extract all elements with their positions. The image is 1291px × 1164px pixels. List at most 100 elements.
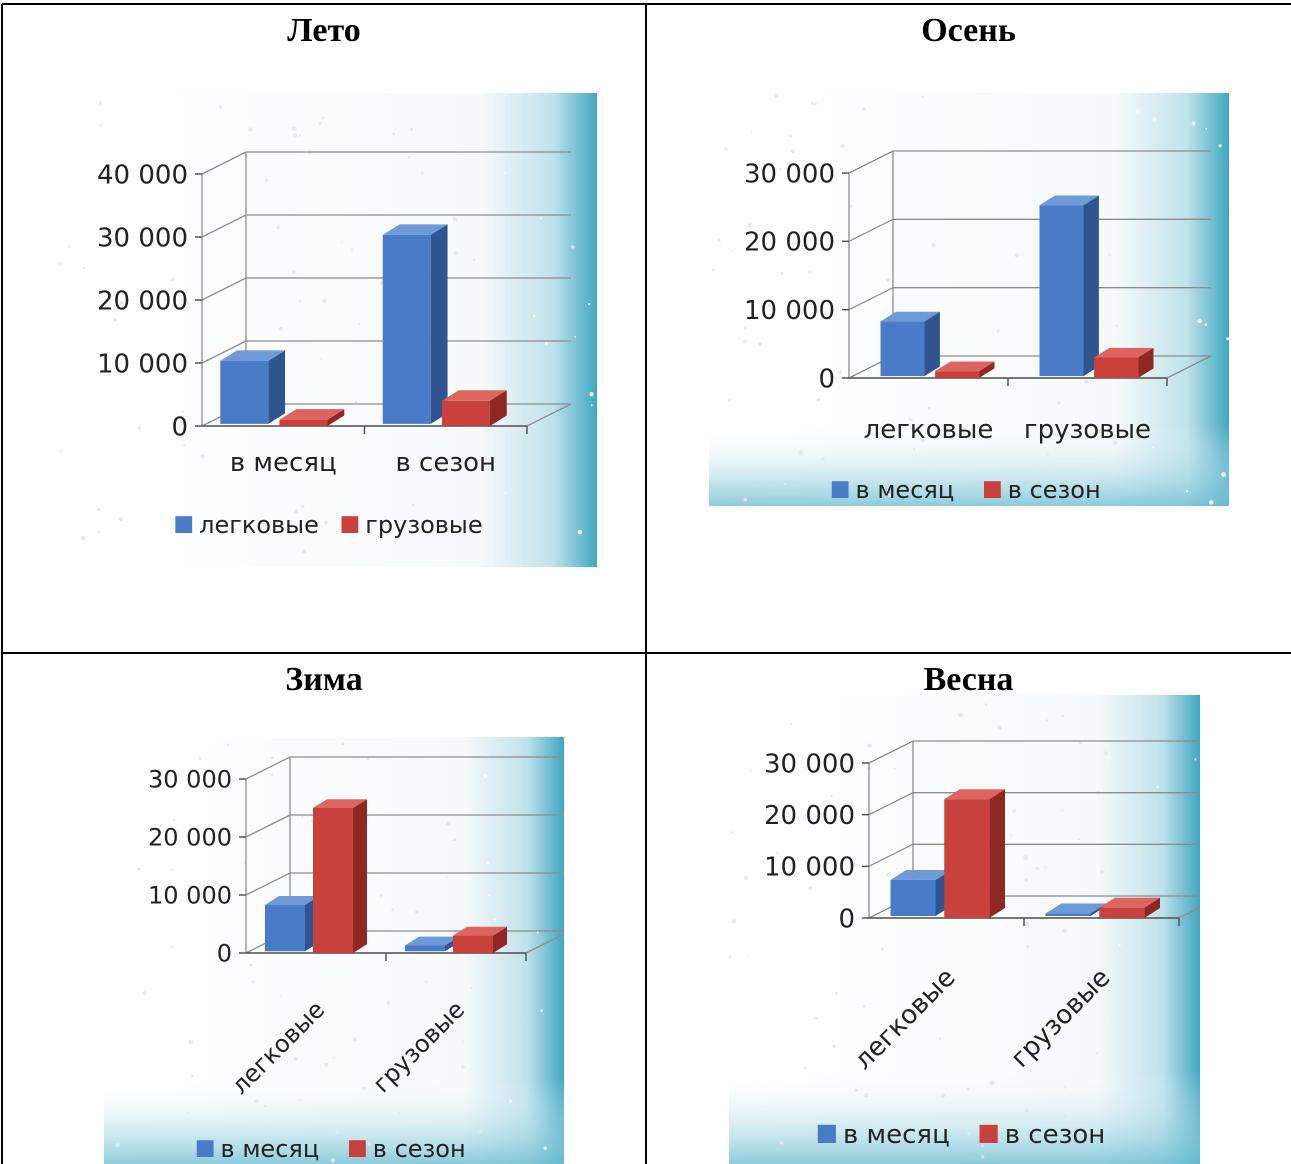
- snow-speck: [292, 270, 296, 274]
- snow-speck: [178, 231, 183, 236]
- snow-speck: [362, 1086, 366, 1091]
- bar-side: [1144, 897, 1160, 918]
- snow-speck: [812, 172, 815, 175]
- snow-speck: [119, 517, 123, 521]
- snow-speck: [729, 955, 732, 959]
- snow-speck: [351, 248, 353, 251]
- snow-speck: [887, 493, 892, 498]
- snow-speck: [397, 1111, 401, 1115]
- snow-speck: [1194, 758, 1197, 761]
- bar-side: [327, 409, 345, 426]
- snow-speck: [808, 886, 813, 891]
- snow-speck: [540, 1009, 543, 1012]
- bar-side: [1138, 347, 1154, 378]
- legend-swatch: [817, 1124, 836, 1143]
- bar-top: [313, 799, 367, 808]
- x-category-label: грузовые: [1024, 415, 1151, 445]
- x-category-label: в сезон: [395, 448, 496, 478]
- snow-speck: [1152, 446, 1154, 449]
- snow-speck: [1090, 995, 1094, 1000]
- snow-speck: [1115, 324, 1118, 327]
- snow-speck: [386, 1001, 390, 1005]
- snow-speck: [747, 954, 749, 957]
- snow-speck: [589, 392, 594, 397]
- bar-top: [935, 361, 995, 372]
- bar-side: [489, 390, 507, 426]
- snow-speck: [749, 769, 752, 772]
- snow-speck: [298, 134, 301, 137]
- snow-speck: [758, 342, 762, 347]
- snow-speck: [1221, 472, 1226, 477]
- snow-speck: [862, 1004, 866, 1008]
- cell-autumn: Осень 0 10 000 20 000 30 000 легковые грузовы…: [646, 4, 1291, 653]
- snow-speck: [434, 1042, 436, 1045]
- snow-speck: [1226, 337, 1229, 341]
- snow-speck: [171, 946, 174, 949]
- snow-speck: [921, 437, 926, 443]
- bar-top: [453, 926, 507, 936]
- snow-speck: [803, 1066, 807, 1070]
- snow-speck: [333, 1056, 335, 1059]
- snow-speck: [98, 101, 102, 105]
- snow-speck: [188, 1039, 194, 1045]
- bar-side: [493, 926, 507, 953]
- y-tick-label: 30 000: [764, 749, 855, 779]
- y-tick-label: 0: [838, 904, 855, 934]
- snow-speck: [747, 223, 752, 228]
- y-tick-label: 20 000: [764, 801, 855, 831]
- snow-speck: [821, 457, 825, 461]
- chart-summer: 0 10 000 20 000 30 000 40 000 в месяц в сезон л…: [56, 93, 597, 567]
- snow-speck: [938, 1037, 942, 1041]
- snow-speck: [478, 1129, 483, 1134]
- snow-speck: [460, 1064, 465, 1070]
- snow-speck: [1089, 978, 1092, 981]
- snow-speck: [908, 417, 912, 421]
- y-tick-label: 0: [818, 364, 835, 394]
- snow-speck: [1099, 869, 1105, 874]
- snow-speck: [789, 135, 792, 138]
- bar: [890, 879, 936, 917]
- snow-speck: [590, 404, 593, 407]
- snow-speck: [1205, 127, 1208, 130]
- snow-speck: [137, 867, 141, 871]
- snow-speck: [270, 756, 274, 760]
- bar-top: [1099, 897, 1160, 908]
- snow-speck: [298, 300, 301, 303]
- y-tick-label: 10 000: [148, 882, 232, 910]
- snow-speck: [921, 95, 924, 98]
- snow-speck: [99, 124, 102, 127]
- snow-speck: [1063, 1114, 1068, 1119]
- snow-speck: [791, 149, 795, 154]
- x-category-label: в месяц: [230, 448, 337, 478]
- y-tick-label: 40 000: [97, 160, 188, 190]
- snow-speck: [815, 1016, 818, 1020]
- snow-speck: [728, 399, 731, 402]
- snow-speck: [59, 450, 63, 453]
- snow-speck: [415, 910, 419, 914]
- snow-speck: [472, 258, 476, 262]
- snow-speck: [301, 816, 304, 819]
- snow-speck: [264, 1104, 267, 1108]
- snow-speck: [426, 1029, 428, 1032]
- snow-speck: [1035, 866, 1039, 871]
- snow-speck: [958, 713, 963, 718]
- snow-speck: [840, 144, 845, 148]
- y-tick-label: 20 000: [148, 824, 232, 852]
- snow-speck: [159, 824, 162, 827]
- snow-speck: [862, 107, 866, 111]
- snow-speck: [248, 127, 253, 132]
- snow-speck: [226, 743, 230, 747]
- y-tick-label: 10 000: [764, 853, 855, 883]
- legend-swatch: [341, 516, 359, 533]
- snow-speck: [1152, 117, 1156, 121]
- snow-speck: [743, 326, 746, 329]
- snow-speck: [1061, 714, 1065, 718]
- snow-speck: [730, 831, 734, 834]
- snow-speck: [1096, 429, 1101, 433]
- snow-speck: [251, 980, 255, 984]
- bar: [1094, 357, 1139, 378]
- snow-speck: [119, 301, 124, 306]
- snow-speck: [393, 1077, 396, 1080]
- snow-speck: [574, 335, 576, 338]
- snow-speck: [913, 448, 916, 451]
